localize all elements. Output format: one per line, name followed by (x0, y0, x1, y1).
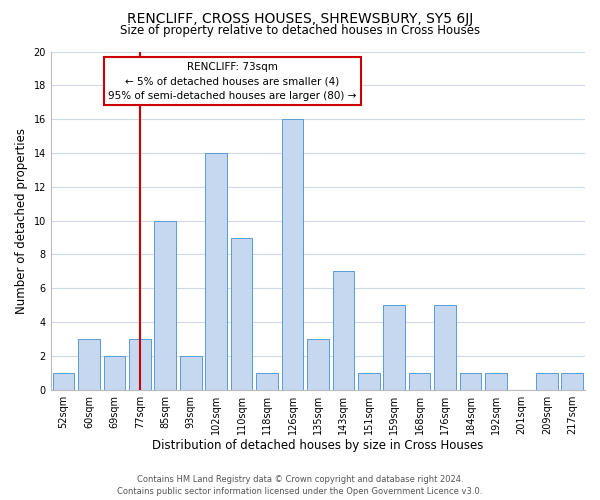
Bar (256, 373, 278, 390)
Bar (154, 220, 176, 390)
X-axis label: Distribution of detached houses by size in Cross Houses: Distribution of detached houses by size … (152, 440, 484, 452)
Bar (460, 373, 481, 390)
Text: Size of property relative to detached houses in Cross Houses: Size of property relative to detached ho… (120, 24, 480, 37)
Bar (129, 339, 151, 390)
Bar (434, 305, 456, 390)
Bar (53, 373, 74, 390)
Bar (536, 373, 557, 390)
Bar (562, 373, 583, 390)
Bar (358, 373, 380, 390)
Bar (332, 272, 354, 390)
Bar (180, 356, 202, 390)
Bar (205, 153, 227, 390)
Y-axis label: Number of detached properties: Number of detached properties (15, 128, 28, 314)
Bar (78, 339, 100, 390)
Bar (104, 356, 125, 390)
Bar (307, 339, 329, 390)
Text: RENCLIFF, CROSS HOUSES, SHREWSBURY, SY5 6JJ: RENCLIFF, CROSS HOUSES, SHREWSBURY, SY5 … (127, 12, 473, 26)
Bar (281, 119, 303, 390)
Bar (409, 373, 430, 390)
Bar (485, 373, 507, 390)
Text: RENCLIFF: 73sqm
← 5% of detached houses are smaller (4)
95% of semi-detached hou: RENCLIFF: 73sqm ← 5% of detached houses … (108, 62, 356, 101)
Bar (231, 238, 253, 390)
Text: Contains HM Land Registry data © Crown copyright and database right 2024.
Contai: Contains HM Land Registry data © Crown c… (118, 474, 482, 496)
Bar (383, 305, 405, 390)
